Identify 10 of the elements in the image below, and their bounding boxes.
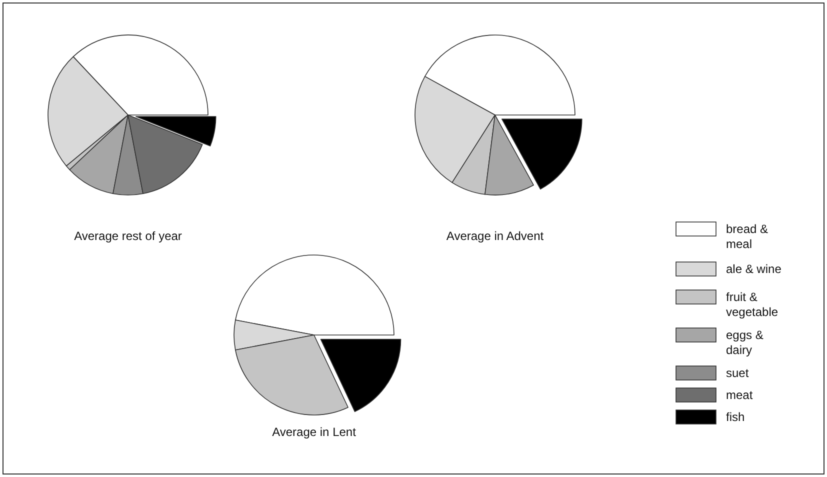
text: Average rest of year (74, 229, 182, 243)
legend-label: eggs & dairy (726, 328, 764, 357)
legend-label: fruit & vegetable (726, 290, 778, 319)
legend-label: bread & meal (726, 222, 768, 251)
text: Average in Lent (272, 425, 357, 439)
text: Average in Advent (446, 229, 544, 243)
legend-label: ale & wine (726, 262, 782, 276)
legend-label: meat (726, 388, 754, 402)
legend-label: fish (726, 410, 745, 424)
legend-label: suet (726, 366, 750, 380)
